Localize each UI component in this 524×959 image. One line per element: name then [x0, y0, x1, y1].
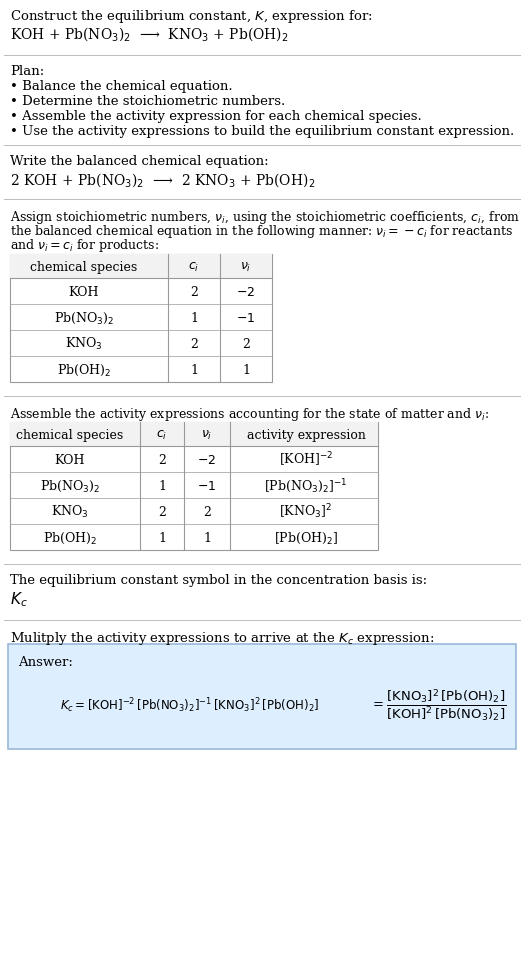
- Text: 2 KOH + Pb(NO$_3$)$_2$  ⟶  2 KNO$_3$ + Pb(OH)$_2$: 2 KOH + Pb(NO$_3$)$_2$ ⟶ 2 KNO$_3$ + Pb(…: [10, 171, 315, 189]
- Text: 1: 1: [158, 480, 166, 493]
- FancyBboxPatch shape: [10, 422, 378, 550]
- Text: Write the balanced chemical equation:: Write the balanced chemical equation:: [10, 155, 269, 168]
- Text: [KNO$_3$]$^{2}$: [KNO$_3$]$^{2}$: [279, 503, 333, 522]
- Text: 2: 2: [158, 505, 166, 519]
- FancyBboxPatch shape: [10, 422, 378, 446]
- Text: $-1$: $-1$: [236, 312, 256, 324]
- Text: Pb(NO$_3$)$_2$: Pb(NO$_3$)$_2$: [54, 311, 114, 326]
- Text: $-1$: $-1$: [198, 480, 216, 493]
- Text: activity expression: activity expression: [247, 429, 365, 441]
- Text: • Determine the stoichiometric numbers.: • Determine the stoichiometric numbers.: [10, 95, 285, 108]
- Text: Answer:: Answer:: [18, 656, 73, 669]
- Text: chemical species: chemical species: [30, 261, 138, 273]
- Text: $\nu_i$: $\nu_i$: [241, 261, 252, 273]
- Text: Pb(OH)$_2$: Pb(OH)$_2$: [57, 363, 111, 378]
- Text: $-2$: $-2$: [198, 454, 216, 466]
- Text: • Use the activity expressions to build the equilibrium constant expression.: • Use the activity expressions to build …: [10, 125, 514, 138]
- FancyBboxPatch shape: [10, 254, 272, 278]
- Text: KOH: KOH: [54, 454, 85, 466]
- Text: $-2$: $-2$: [236, 286, 256, 298]
- Text: 2: 2: [190, 338, 198, 350]
- Text: [Pb(OH)$_2$]: [Pb(OH)$_2$]: [274, 530, 338, 546]
- Text: 1: 1: [242, 363, 250, 377]
- Text: $K_c$: $K_c$: [10, 590, 28, 609]
- Text: Mulitply the activity expressions to arrive at the $K_c$ expression:: Mulitply the activity expressions to arr…: [10, 630, 434, 647]
- Text: • Balance the chemical equation.: • Balance the chemical equation.: [10, 80, 233, 93]
- Text: the balanced chemical equation in the following manner: $\nu_i = -c_i$ for react: the balanced chemical equation in the fo…: [10, 223, 513, 240]
- Text: Plan:: Plan:: [10, 65, 44, 78]
- Text: Pb(OH)$_2$: Pb(OH)$_2$: [43, 530, 97, 546]
- Text: 2: 2: [242, 338, 250, 350]
- Text: chemical species: chemical species: [16, 429, 124, 441]
- Text: 1: 1: [190, 363, 198, 377]
- Text: Assemble the activity expressions accounting for the state of matter and $\nu_i$: Assemble the activity expressions accoun…: [10, 406, 489, 423]
- Text: 2: 2: [190, 286, 198, 298]
- Text: 1: 1: [190, 312, 198, 324]
- Text: KOH + Pb(NO$_3$)$_2$  ⟶  KNO$_3$ + Pb(OH)$_2$: KOH + Pb(NO$_3$)$_2$ ⟶ KNO$_3$ + Pb(OH)$…: [10, 25, 289, 43]
- Text: [Pb(NO$_3$)$_2$]$^{-1}$: [Pb(NO$_3$)$_2$]$^{-1}$: [264, 477, 348, 495]
- FancyBboxPatch shape: [8, 644, 516, 749]
- Text: $c_i$: $c_i$: [188, 261, 200, 273]
- Text: 2: 2: [203, 505, 211, 519]
- Text: Construct the equilibrium constant, $K$, expression for:: Construct the equilibrium constant, $K$,…: [10, 8, 373, 25]
- Text: $c_i$: $c_i$: [156, 429, 168, 441]
- Text: and $\nu_i = c_i$ for products:: and $\nu_i = c_i$ for products:: [10, 237, 159, 254]
- Text: KOH: KOH: [69, 286, 99, 298]
- Text: 1: 1: [158, 531, 166, 545]
- Text: $K_c = \mathrm{[KOH]^{-2}\,[Pb(NO_3)_2]^{-1}\,[KNO_3]^{2}\,[Pb(OH)_2]}$: $K_c = \mathrm{[KOH]^{-2}\,[Pb(NO_3)_2]^…: [60, 696, 319, 715]
- Text: $= \dfrac{\mathrm{[KNO_3]^2\,[Pb(OH)_2]}}{\mathrm{[KOH]^2\,[Pb(NO_3)_2]}}$: $= \dfrac{\mathrm{[KNO_3]^2\,[Pb(OH)_2]}…: [370, 688, 506, 724]
- Text: 2: 2: [158, 454, 166, 466]
- Text: • Assemble the activity expression for each chemical species.: • Assemble the activity expression for e…: [10, 110, 422, 123]
- Text: KNO$_3$: KNO$_3$: [66, 336, 103, 352]
- Text: Assign stoichiometric numbers, $\nu_i$, using the stoichiometric coefficients, $: Assign stoichiometric numbers, $\nu_i$, …: [10, 209, 520, 226]
- Text: 1: 1: [203, 531, 211, 545]
- FancyBboxPatch shape: [10, 254, 272, 382]
- Text: KNO$_3$: KNO$_3$: [51, 503, 89, 520]
- Text: $\nu_i$: $\nu_i$: [201, 429, 213, 441]
- Text: Pb(NO$_3$)$_2$: Pb(NO$_3$)$_2$: [40, 479, 100, 494]
- Text: [KOH]$^{-2}$: [KOH]$^{-2}$: [279, 451, 333, 469]
- Text: The equilibrium constant symbol in the concentration basis is:: The equilibrium constant symbol in the c…: [10, 574, 427, 587]
